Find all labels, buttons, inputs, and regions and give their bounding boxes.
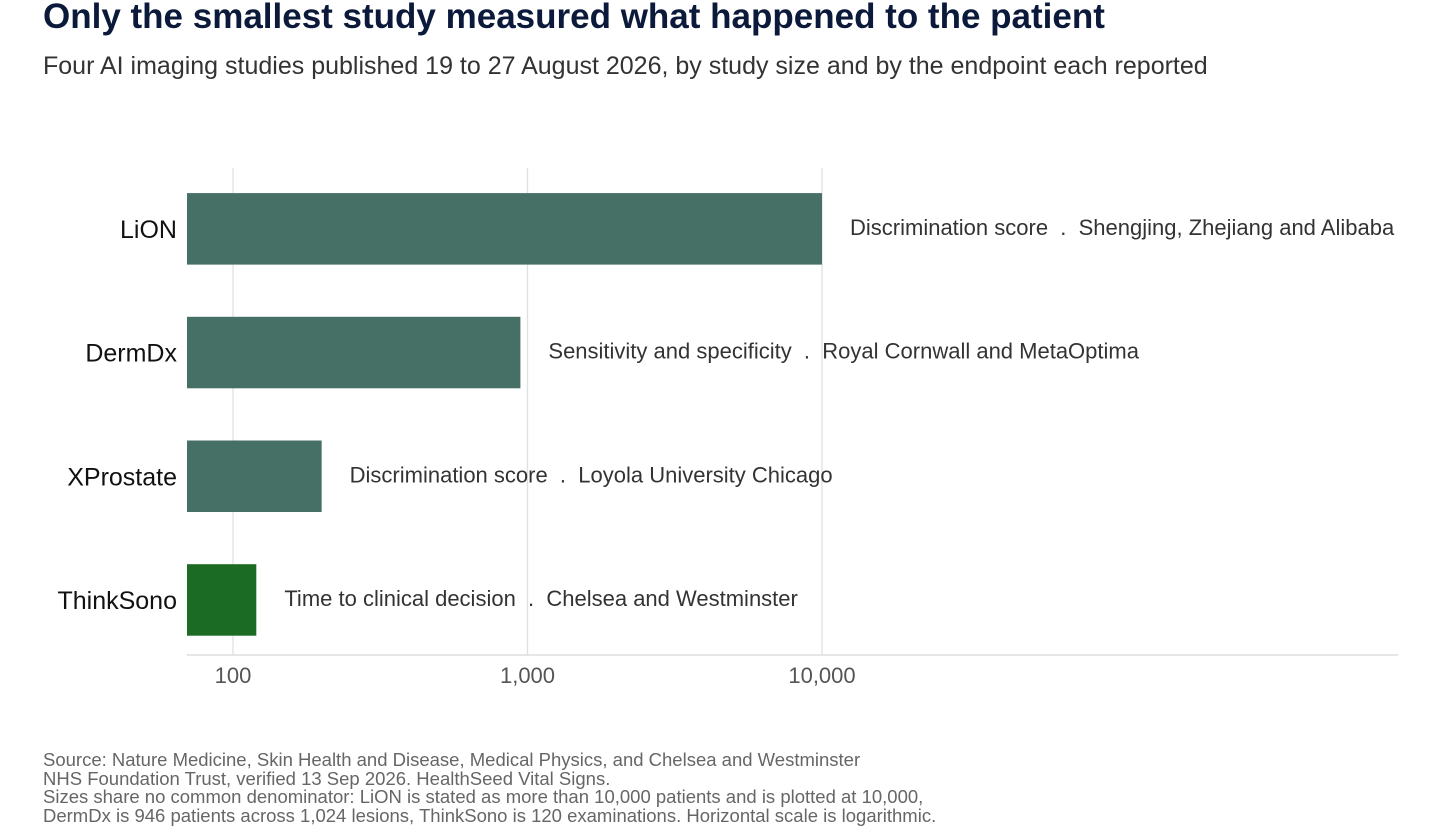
footer-note: Source: Nature Medicine, Skin Health and… bbox=[43, 749, 937, 826]
x-tick-label: 1,000 bbox=[500, 663, 555, 688]
bar-thinksono bbox=[187, 564, 257, 636]
bar-annotation: Sensitivity and specificity . Royal Corn… bbox=[548, 339, 1139, 364]
bar-dermdx bbox=[187, 316, 521, 389]
bar-labels: Discrimination score . Shengjing, Zhejia… bbox=[284, 215, 1395, 611]
x-tick-label: 100 bbox=[215, 663, 252, 688]
category-label: XProstate bbox=[67, 463, 177, 491]
bar-chart: LiON DermDx XProstate ThinkSono Discriminat… bbox=[57, 168, 1398, 688]
footer-line: NHS Foundation Trust, verified 13 Sep 20… bbox=[43, 767, 611, 789]
footer-line: DermDx is 946 patients across 1,024 lesi… bbox=[43, 804, 937, 826]
chart-title: Only the smallest study measured what ha… bbox=[43, 0, 1105, 36]
footer-line: Source: Nature Medicine, Skin Health and… bbox=[43, 749, 861, 770]
bar-annotation: Discrimination score . Loyola University… bbox=[350, 462, 833, 487]
category-label: DermDx bbox=[85, 340, 177, 368]
x-axis: 100 1,000 10,000 bbox=[187, 654, 1398, 688]
x-tick-label: 10,000 bbox=[788, 663, 855, 688]
category-label: ThinkSono bbox=[57, 587, 177, 615]
category-labels: LiON DermDx XProstate ThinkSono bbox=[57, 216, 177, 615]
bar-xprostate bbox=[187, 440, 322, 512]
chart-subtitle: Four AI imaging studies published 19 to … bbox=[43, 52, 1208, 80]
bar-lion bbox=[187, 193, 822, 265]
bar-annotation: Discrimination score . Shengjing, Zhejia… bbox=[850, 215, 1395, 240]
category-label: LiON bbox=[120, 216, 177, 244]
footer-line: Sizes share no common denominator: LiON … bbox=[43, 786, 924, 807]
bar-annotation: Time to clinical decision . Chelsea and … bbox=[284, 586, 798, 611]
bars bbox=[187, 193, 822, 636]
